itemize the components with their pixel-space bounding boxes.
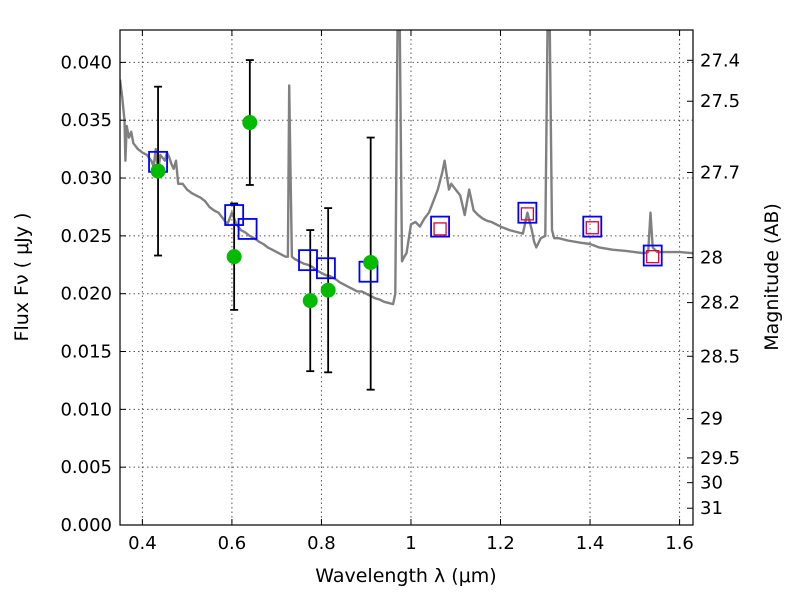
observed-point — [302, 293, 318, 309]
right-tick-label: 29 — [700, 409, 723, 430]
x-tick-label: 0.4 — [128, 533, 157, 554]
small-model-square — [520, 207, 535, 221]
y-tick-label: 0.025 — [60, 226, 112, 247]
ticks — [120, 30, 693, 526]
y-tick-labels: 0.000 0.005 0.010 0.015 0.020 0.025 0.030 0.035… — [60, 52, 112, 536]
right-tick-label: 31 — [700, 498, 723, 519]
observed-point — [242, 115, 258, 131]
right-tick-label: 28 — [700, 248, 723, 269]
right-tick-label: 27.7 — [700, 162, 740, 183]
x-tick-label: 0.6 — [218, 533, 247, 554]
model-square — [582, 215, 603, 238]
right-tick-label: 28.5 — [700, 346, 740, 367]
right-tick-label: 27.5 — [700, 91, 740, 112]
right-tick-label: 29.5 — [700, 448, 740, 469]
model-squares — [148, 150, 663, 283]
x-tick-label: 1.4 — [576, 533, 605, 554]
y-tick-label: 0.005 — [60, 457, 112, 478]
x-tick-label: 0.8 — [307, 533, 336, 554]
right-tick-label: 30 — [700, 473, 723, 494]
y-tick-label: 0.010 — [60, 399, 112, 420]
small-model-square — [433, 222, 447, 236]
small-model-square — [646, 250, 660, 264]
y-tick-label: 0.030 — [60, 168, 112, 189]
y-tick-label: 0.015 — [60, 342, 112, 363]
plot-area — [120, 30, 693, 391]
y-tick-label: 0.000 — [60, 515, 112, 536]
right-tick-label: 28.2 — [700, 293, 740, 314]
model-square — [224, 204, 245, 226]
model-square — [517, 201, 538, 224]
error-bars — [154, 59, 375, 391]
x-tick-labels: 0.4 0.6 0.8 1 1.2 1.4 1.6 — [128, 533, 694, 554]
x-tick-label: 1.2 — [486, 533, 515, 554]
model-square — [237, 218, 258, 240]
small-model-square — [585, 221, 599, 235]
y-tick-label: 0.035 — [60, 110, 112, 131]
right-tick-labels: 27.4 27.5 27.7 28 28.2 28.5 29 29.5 30 31 — [700, 50, 740, 519]
y-tick-label: 0.020 — [60, 284, 112, 305]
y-axis-label: Flux Fν ( μJy ) — [11, 213, 33, 342]
grid — [120, 30, 693, 526]
y-tick-label: 0.040 — [60, 52, 112, 73]
observed-point — [226, 249, 242, 265]
model-square — [316, 257, 336, 280]
observed-point — [320, 282, 336, 298]
spectrum-line — [120, 30, 693, 306]
x-tick-label: 1.6 — [665, 533, 694, 554]
observed-point — [363, 254, 379, 270]
plot-frame — [119, 29, 694, 526]
x-axis-label: Wavelength λ (μm) — [315, 565, 496, 587]
right-axis-label: Magnitude (AB) — [761, 203, 783, 351]
x-tick-label: 1 — [405, 533, 416, 554]
model-square — [430, 215, 450, 238]
model-square — [642, 244, 663, 267]
observed-points — [150, 115, 379, 309]
observed-point — [150, 163, 166, 179]
right-tick-label: 27.4 — [700, 50, 740, 71]
small-model-squares — [433, 207, 660, 264]
